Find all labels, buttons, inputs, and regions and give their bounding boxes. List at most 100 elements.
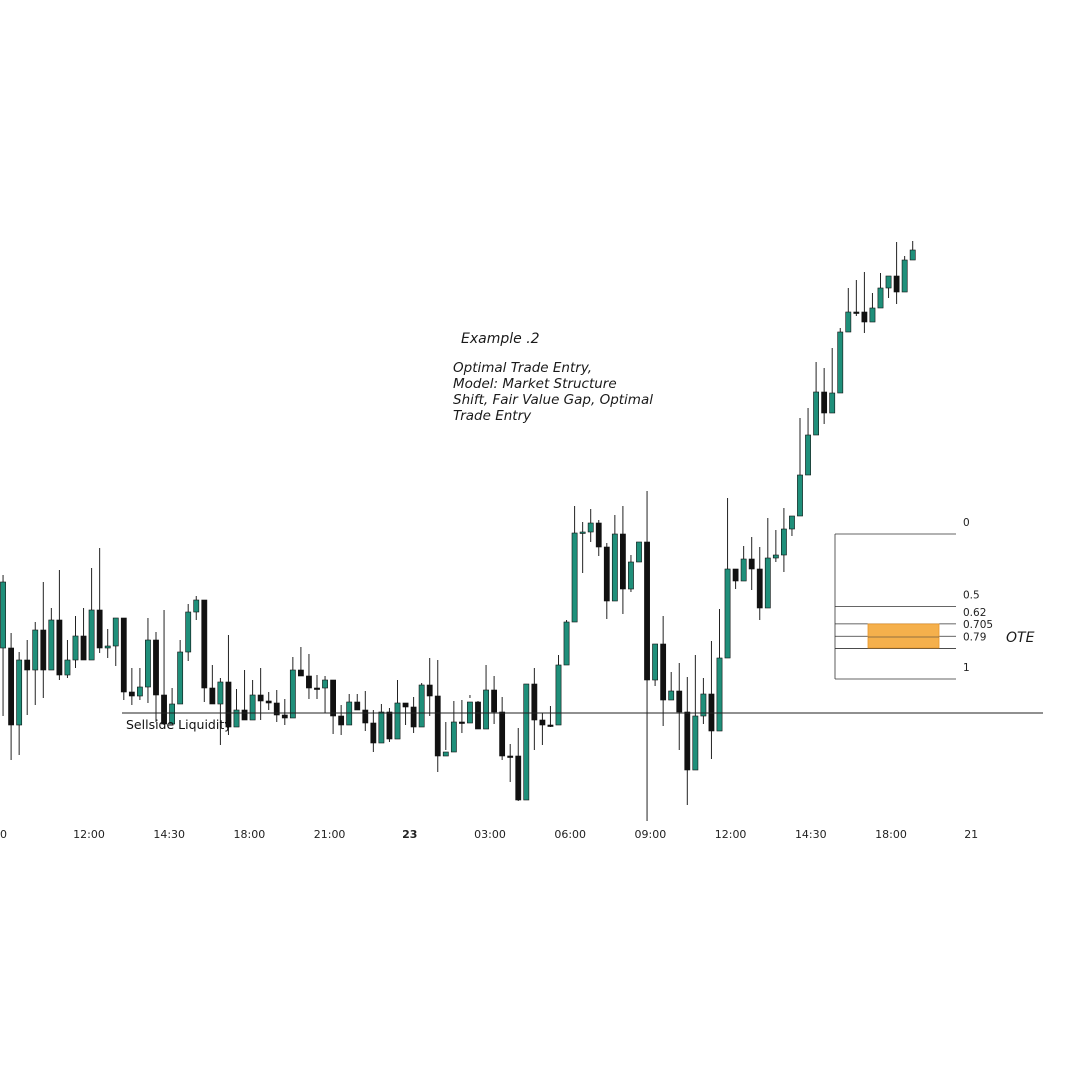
candle	[128, 668, 135, 705]
candle-body	[442, 751, 449, 757]
candle	[660, 616, 667, 726]
candle	[805, 408, 811, 476]
candle-body	[265, 700, 272, 704]
candle	[829, 348, 836, 414]
candle	[225, 635, 232, 735]
candle-body	[587, 522, 594, 533]
candle	[8, 633, 14, 760]
candle-body	[595, 522, 602, 548]
candle-body	[700, 693, 707, 717]
candle	[877, 273, 884, 309]
candle-body	[619, 533, 626, 590]
candle	[732, 568, 739, 589]
candle	[668, 672, 675, 701]
candle-body	[161, 694, 167, 725]
candle	[257, 668, 264, 720]
candle	[450, 701, 457, 753]
candle	[306, 654, 312, 699]
candle-body	[644, 541, 650, 681]
x-axis-ticks: 00 12:00 14:30 18:00 21:00 23 03:00 06:00 09:00 1…	[0, 828, 978, 841]
candle	[265, 692, 272, 710]
candle-body	[692, 715, 699, 771]
candle-body	[660, 643, 667, 701]
candle-body	[128, 691, 135, 697]
candle-body	[845, 311, 852, 333]
x-tick-label: 21	[964, 828, 978, 841]
candle	[885, 275, 892, 298]
x-tick-label: 21:00	[314, 828, 346, 841]
candle-body	[120, 617, 127, 693]
candle	[370, 710, 377, 752]
description-line-3: Shift, Fair Value Gap, Optimal	[453, 392, 653, 408]
candle-body	[732, 568, 739, 582]
candle	[137, 668, 143, 700]
candle-body	[402, 702, 409, 708]
candle	[458, 700, 465, 733]
candle-body	[32, 629, 39, 671]
candle-body	[177, 651, 184, 705]
candle-body	[813, 391, 819, 436]
candle-body	[603, 546, 610, 602]
candle-body	[64, 659, 71, 676]
candle	[362, 691, 369, 731]
candle	[233, 689, 240, 728]
candle	[241, 670, 248, 721]
candle-body	[780, 528, 787, 556]
candle	[547, 706, 554, 727]
candle	[346, 694, 353, 726]
candle	[217, 678, 224, 745]
x-tick-label: 14:30	[795, 828, 827, 841]
candle	[861, 272, 868, 333]
x-tick-label: 14:30	[153, 828, 185, 841]
description-line-2: Model: Market Structure	[453, 376, 617, 392]
candle-body	[249, 694, 256, 721]
candle-body	[145, 639, 151, 688]
candle	[603, 543, 610, 619]
candle	[48, 608, 55, 671]
candle-body	[764, 557, 771, 609]
candle-body	[137, 686, 143, 697]
candle-body	[362, 709, 369, 724]
candle	[64, 640, 71, 678]
candle	[467, 695, 473, 724]
candle	[837, 328, 844, 394]
sellside-liquidity-label: Sellside Liquidity	[126, 717, 232, 732]
candle	[748, 537, 755, 590]
fib-level-label: 0	[963, 517, 970, 529]
candle-body	[80, 635, 87, 661]
candle-body	[499, 711, 506, 757]
candle	[32, 622, 39, 705]
candle-body	[869, 307, 876, 323]
candle	[563, 620, 570, 666]
candle	[24, 640, 31, 715]
candle	[893, 242, 900, 304]
candle	[322, 676, 328, 713]
candle-body	[16, 659, 23, 726]
candle-body	[748, 558, 755, 570]
candle	[523, 683, 530, 801]
candle-body	[225, 681, 232, 728]
candle-body	[636, 541, 642, 563]
candle-body	[72, 635, 79, 661]
candle	[193, 596, 200, 620]
candle	[539, 713, 546, 745]
candle	[185, 604, 192, 661]
candle	[177, 640, 184, 705]
candle	[104, 629, 111, 658]
candle-body	[756, 568, 763, 609]
candle-body	[563, 621, 570, 666]
candle	[378, 704, 385, 744]
candle-body	[88, 609, 95, 661]
candle	[611, 515, 618, 602]
candle	[354, 694, 361, 711]
candle	[636, 541, 642, 563]
candle	[813, 362, 819, 436]
candles-layer	[0, 241, 916, 821]
candle	[708, 641, 715, 759]
candle-body	[378, 711, 385, 744]
candle	[499, 697, 506, 760]
candle-body	[853, 311, 860, 314]
x-tick-label: 18:00	[875, 828, 907, 841]
